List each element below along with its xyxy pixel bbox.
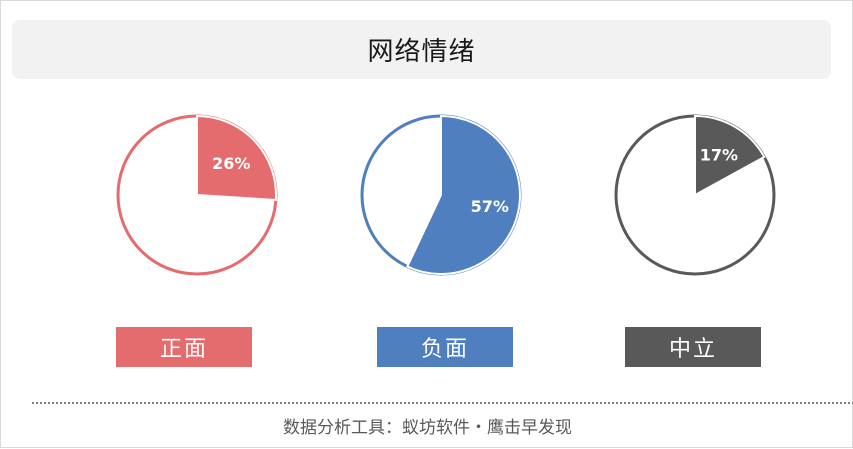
footer-source: 数据分析工具：蚁坊软件・鹰击早发现 xyxy=(283,418,572,438)
pie-positive-percent-label: 26% xyxy=(212,154,250,173)
pie-negative-percent-label: 57% xyxy=(471,197,509,216)
title-bar: 网络情绪 xyxy=(12,20,831,79)
legend-positive: 正面 xyxy=(116,327,252,367)
footer-divider xyxy=(32,402,853,404)
legend-negative: 负面 xyxy=(377,327,513,367)
pie-neutral-percent-label: 17% xyxy=(700,146,738,165)
pie-neutral-slice xyxy=(694,114,766,197)
legend-neutral: 中立 xyxy=(625,327,761,367)
legend-negative-label: 负面 xyxy=(420,337,469,362)
pie-negative-slice xyxy=(406,114,521,275)
chart-title: 网络情绪 xyxy=(367,37,476,67)
pie-positive-slice xyxy=(196,114,277,202)
legend-neutral-label: 中立 xyxy=(668,337,717,362)
legend-positive-label: 正面 xyxy=(159,337,208,362)
